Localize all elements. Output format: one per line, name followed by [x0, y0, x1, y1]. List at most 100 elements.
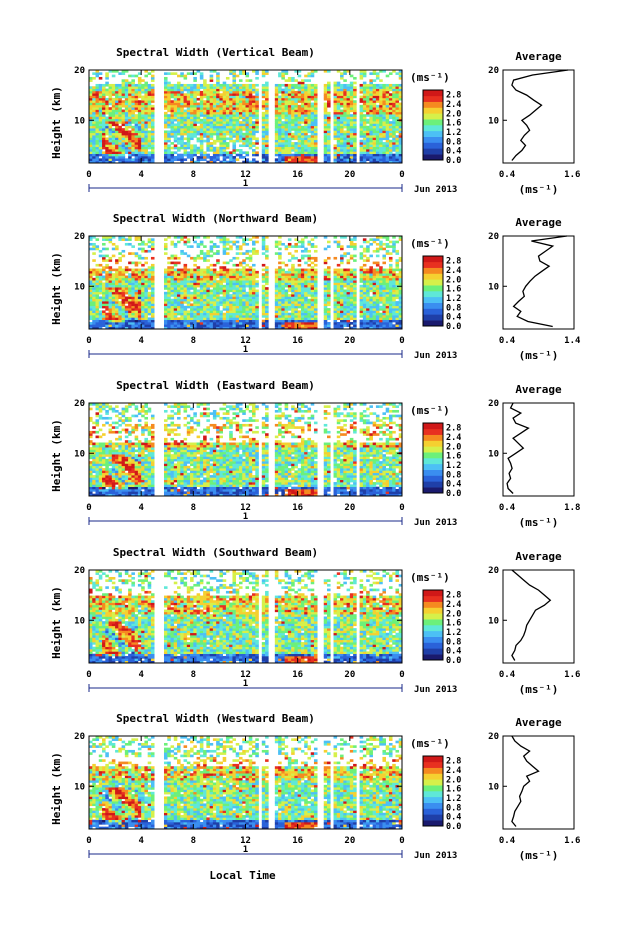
heatmap-cell	[375, 114, 380, 117]
heatmap-cell	[229, 324, 233, 327]
heatmap-cell	[395, 97, 400, 101]
heatmap-cell	[281, 294, 285, 297]
heatmap-cell	[111, 296, 116, 300]
heatmap-cell	[124, 310, 129, 314]
heatmap-cell	[209, 121, 214, 124]
heatmap-cell	[297, 259, 302, 262]
heatmap-cell	[291, 121, 295, 124]
heatmap-cell	[291, 104, 295, 108]
heatmap-cell	[382, 130, 386, 134]
heatmap-cell	[229, 139, 233, 143]
heatmap-cell	[193, 114, 197, 117]
heatmap-cell	[219, 153, 223, 157]
heatmap-cell	[89, 156, 93, 159]
heatmap-cell	[392, 158, 396, 161]
heatmap-cell	[349, 81, 354, 85]
heatmap-cell	[147, 121, 152, 124]
heatmap-cell	[98, 149, 103, 152]
heatmap-cell	[359, 100, 364, 103]
heatmap-cell	[281, 102, 285, 106]
heatmap-cell	[92, 151, 96, 155]
heatmap-cell	[300, 289, 305, 293]
heatmap-cell	[304, 158, 308, 161]
heatmap-cell	[294, 121, 298, 124]
heatmap-cell	[297, 294, 302, 297]
heatmap-cell	[183, 273, 188, 276]
heatmap-cell	[95, 100, 100, 103]
heatmap-cell	[238, 296, 243, 300]
heatmap-cell	[307, 135, 312, 138]
heatmap-cell	[248, 291, 253, 295]
heatmap-cell	[209, 268, 214, 272]
heatmap-cell	[369, 93, 373, 96]
heatmap-cell	[183, 315, 188, 318]
heatmap-cell	[297, 109, 302, 113]
heatmap-cell	[219, 240, 223, 244]
heatmap-cell	[108, 111, 113, 115]
heatmap-cell	[128, 156, 132, 159]
heatmap-cell	[372, 139, 377, 143]
heatmap-cell	[379, 149, 383, 152]
heatmap-cell	[124, 79, 129, 82]
heatmap-cell	[310, 291, 315, 295]
heatmap-cell	[111, 153, 116, 157]
heatmap-cell	[281, 315, 285, 318]
heatmap-cell	[304, 86, 308, 89]
heatmap-cell	[111, 109, 116, 113]
heatmap-cell	[232, 160, 237, 164]
heatmap-cell	[219, 160, 223, 164]
heatmap-cell	[252, 298, 256, 302]
heatmap-cell	[111, 121, 116, 124]
heatmap-cell	[261, 296, 266, 300]
heatmap-cell	[183, 326, 188, 330]
heatmap-cell	[92, 312, 96, 316]
heatmap-cell	[196, 319, 201, 323]
heatmap-cell	[216, 149, 220, 152]
heatmap-cell	[392, 146, 396, 150]
heatmap-cell	[163, 146, 168, 150]
heatmap-cell	[278, 114, 282, 117]
heatmap-cell	[310, 104, 315, 108]
heatmap-cell	[398, 116, 403, 120]
heatmap-cell	[382, 153, 386, 157]
heatmap-cell	[284, 317, 289, 321]
heatmap-cell	[304, 97, 308, 101]
heatmap-cell	[235, 149, 240, 152]
heatmap-cell	[261, 277, 266, 281]
heatmap-cell	[294, 284, 298, 288]
heatmap-cell	[131, 111, 135, 115]
heatmap-cell	[206, 277, 210, 281]
heatmap-cell	[366, 156, 370, 159]
heatmap-cell	[255, 107, 259, 110]
heatmap-cell	[105, 254, 109, 258]
heatmap-cell	[186, 132, 191, 136]
heatmap-cell	[300, 305, 305, 309]
heatmap-cell	[229, 125, 233, 129]
heatmap-cell	[265, 294, 269, 297]
heatmap-cell	[287, 324, 292, 327]
heatmap-cell	[304, 139, 308, 143]
heatmap-cell	[141, 284, 145, 288]
heatmap-cell	[124, 123, 129, 127]
heatmap-cell	[375, 125, 380, 129]
heatmap-cell	[177, 308, 181, 311]
heatmap-cell	[222, 109, 227, 113]
heatmap-cell	[238, 310, 243, 314]
heatmap-cell	[304, 298, 308, 302]
heatmap-cell	[261, 310, 266, 314]
heatmap-cell	[366, 118, 370, 122]
heatmap-cell	[372, 83, 377, 87]
heatmap-cell	[180, 249, 184, 253]
heatmap-cell	[392, 135, 396, 138]
heatmap-cell	[313, 100, 318, 103]
heatmap-cell	[105, 128, 109, 131]
heatmap-cell	[134, 310, 139, 314]
heatmap-cell	[310, 146, 315, 150]
heatmap-cell	[131, 100, 135, 103]
heatmap-cell	[392, 139, 396, 143]
heatmap-cell	[359, 97, 364, 101]
heatmap-cell	[287, 284, 292, 288]
heatmap-cell	[278, 261, 282, 265]
heatmap-cell	[102, 135, 106, 138]
heatmap-cell	[186, 130, 191, 134]
